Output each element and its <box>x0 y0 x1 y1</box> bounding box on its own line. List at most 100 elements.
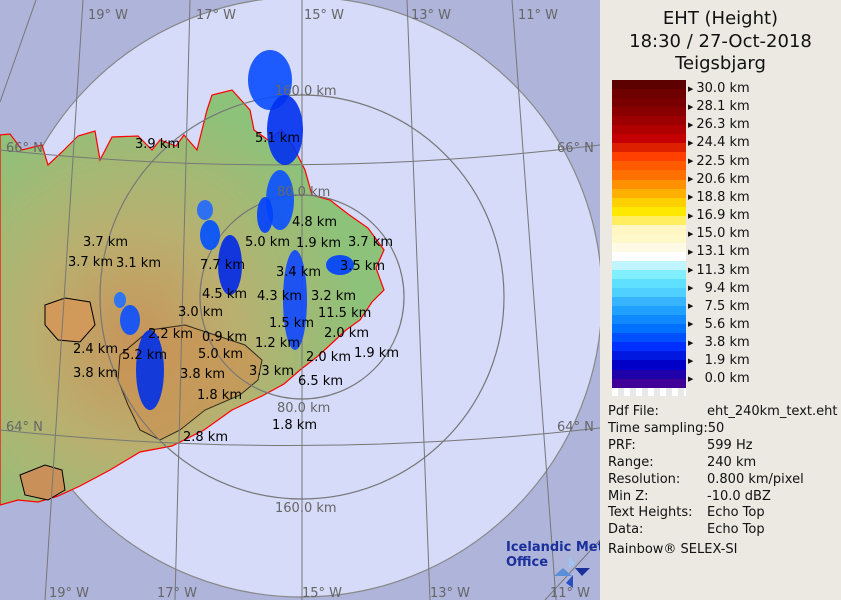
echo-top-height-label: 3.1 km <box>116 256 161 271</box>
radar-echoes <box>114 50 354 410</box>
echo-top-height-label: 4.3 km <box>257 289 302 304</box>
legend-label-text: 24.4 km <box>696 135 750 151</box>
credit-text: Rainbow® SELEX-SI <box>608 542 738 557</box>
echo-top-height-label: 3.5 km <box>340 259 385 274</box>
tick-arrow-icon: ▶ <box>688 175 694 184</box>
color-legend-bar <box>612 80 686 396</box>
logo-triangle-icon <box>566 575 573 588</box>
legend-color-band <box>612 188 686 198</box>
legend-label: ▶ 0.0 km <box>688 371 750 386</box>
tick-arrow-icon: ▶ <box>688 229 694 238</box>
legend-label-text: 30.0 km <box>696 81 750 96</box>
legend-nodata-band <box>612 387 686 396</box>
legend-color-band <box>612 369 686 379</box>
latitude-label: 64° N <box>6 420 43 435</box>
legend-color-band <box>612 215 686 225</box>
echo-patch <box>283 250 307 350</box>
info-row: Range: 240 km <box>608 455 756 470</box>
logo-triangle-icon <box>569 556 575 569</box>
latitude-label: 64° N <box>557 420 594 435</box>
glacier-outline-south <box>19 464 66 501</box>
echo-patch <box>326 255 354 275</box>
echo-top-height-label: 3.8 km <box>73 366 118 381</box>
tick-arrow-icon: ▶ <box>688 211 694 220</box>
echo-top-height-label: 3.7 km <box>348 235 393 250</box>
legend-label-text: 3.8 km <box>696 335 750 351</box>
longitude-label: 15° W <box>302 586 342 600</box>
info-row: Data: Echo Top <box>608 522 765 537</box>
tick-arrow-icon: ▶ <box>688 356 694 365</box>
longitude-label: 19° W <box>49 586 89 600</box>
legend-label: ▶ 24.4 km <box>688 135 750 150</box>
info-label: Text Heights: <box>608 505 693 521</box>
legend-color-band <box>612 80 686 90</box>
legend-label: ▶ 13.1 km <box>688 244 750 259</box>
echo-top-height-label: 3.4 km <box>276 265 321 280</box>
legend-color-band <box>612 89 686 99</box>
logo-triangle-icon <box>554 568 572 576</box>
legend-label: ▶ 20.6 km <box>688 172 750 187</box>
legend-color-band <box>612 224 686 234</box>
echo-top-height-label: 2.2 km <box>148 327 193 342</box>
legend-color-band <box>612 143 686 153</box>
legend-label-text: 7.5 km <box>696 298 750 314</box>
legend-color-band <box>612 242 686 252</box>
info-value: eht_240km_text.eht <box>707 404 838 419</box>
tick-arrow-icon: ▶ <box>688 138 694 147</box>
tick-arrow-icon: ▶ <box>688 157 694 166</box>
echo-top-height-label: 1.5 km <box>269 316 314 331</box>
legend-label: ▶ 3.8 km <box>688 335 750 350</box>
echo-top-height-label: 1.9 km <box>296 236 341 251</box>
echo-top-height-label: 6.5 km <box>298 374 343 389</box>
legend-label-text: 26.3 km <box>696 117 750 133</box>
legend-color-band <box>612 342 686 352</box>
legend-color-band <box>612 134 686 144</box>
range-ring-label: 80.0 km <box>277 401 330 416</box>
tick-arrow-icon: ▶ <box>688 284 694 293</box>
echo-patch <box>257 197 273 233</box>
echo-top-height-label: 0.9 km <box>202 330 247 345</box>
legend-label: ▶ 15.0 km <box>688 226 750 241</box>
info-value: 599 Hz <box>707 437 753 453</box>
echo-top-height-label: 1.9 km <box>354 346 399 361</box>
echo-patch <box>136 330 164 410</box>
echo-top-height-label: 3.7 km <box>68 255 113 270</box>
echo-top-height-label: 11.5 km <box>318 306 371 321</box>
legend-color-band <box>612 279 686 289</box>
legend-color-band <box>612 179 686 189</box>
info-row: Time sampling: 50 <box>608 421 724 436</box>
latitude-label: 66° N <box>557 141 594 156</box>
tick-arrow-icon: ▶ <box>688 266 694 274</box>
legend-color-band <box>612 360 686 370</box>
legend-label: ▶ 18.8 km <box>688 190 750 205</box>
echo-top-height-label: 2.8 km <box>183 430 228 445</box>
product-datetime: 18:30 / 27-Oct-2018 <box>629 31 812 52</box>
legend-color-band <box>612 107 686 117</box>
legend-color-band <box>612 378 686 388</box>
legend-label-text: 11.3 km <box>696 262 750 278</box>
legend-color-band <box>612 324 686 334</box>
echo-top-height-label: 7.7 km <box>200 258 245 273</box>
legend-label-text: 0.0 km <box>696 371 750 387</box>
legend-color-band <box>612 170 686 180</box>
echo-top-height-label: 5.1 km <box>255 131 300 146</box>
echo-top-height-label: 2.0 km <box>324 326 369 341</box>
legend-color-band <box>612 161 686 171</box>
range-ring-label: 160.0 km <box>275 501 337 516</box>
tick-arrow-icon: ▶ <box>688 120 694 129</box>
info-label: Range: <box>608 454 654 470</box>
radar-site: Teigsbjarg <box>675 53 766 74</box>
echo-top-height-label: 3.2 km <box>311 289 356 304</box>
info-row: Resolution: 0.800 km/pixel <box>608 472 804 487</box>
longitude-label: 11° W <box>518 8 558 23</box>
tick-arrow-icon: ▶ <box>688 338 694 347</box>
longitude-label: 11° W <box>550 586 590 600</box>
echo-top-height-label: 5.2 km <box>122 348 167 363</box>
info-label: Min Z: <box>608 488 649 504</box>
echo-patch <box>114 292 126 308</box>
echo-top-height-label: 4.8 km <box>292 215 337 230</box>
legend-label: ▶ 16.9 km <box>688 208 750 223</box>
echo-top-height-label: 1.8 km <box>272 418 317 433</box>
logo-text-line1: Icelandic Met <box>506 540 600 555</box>
radar-map[interactable]: 19° W 17° W 15° W 13° W 11° W 19° W 17° W 15° W… <box>0 0 600 600</box>
